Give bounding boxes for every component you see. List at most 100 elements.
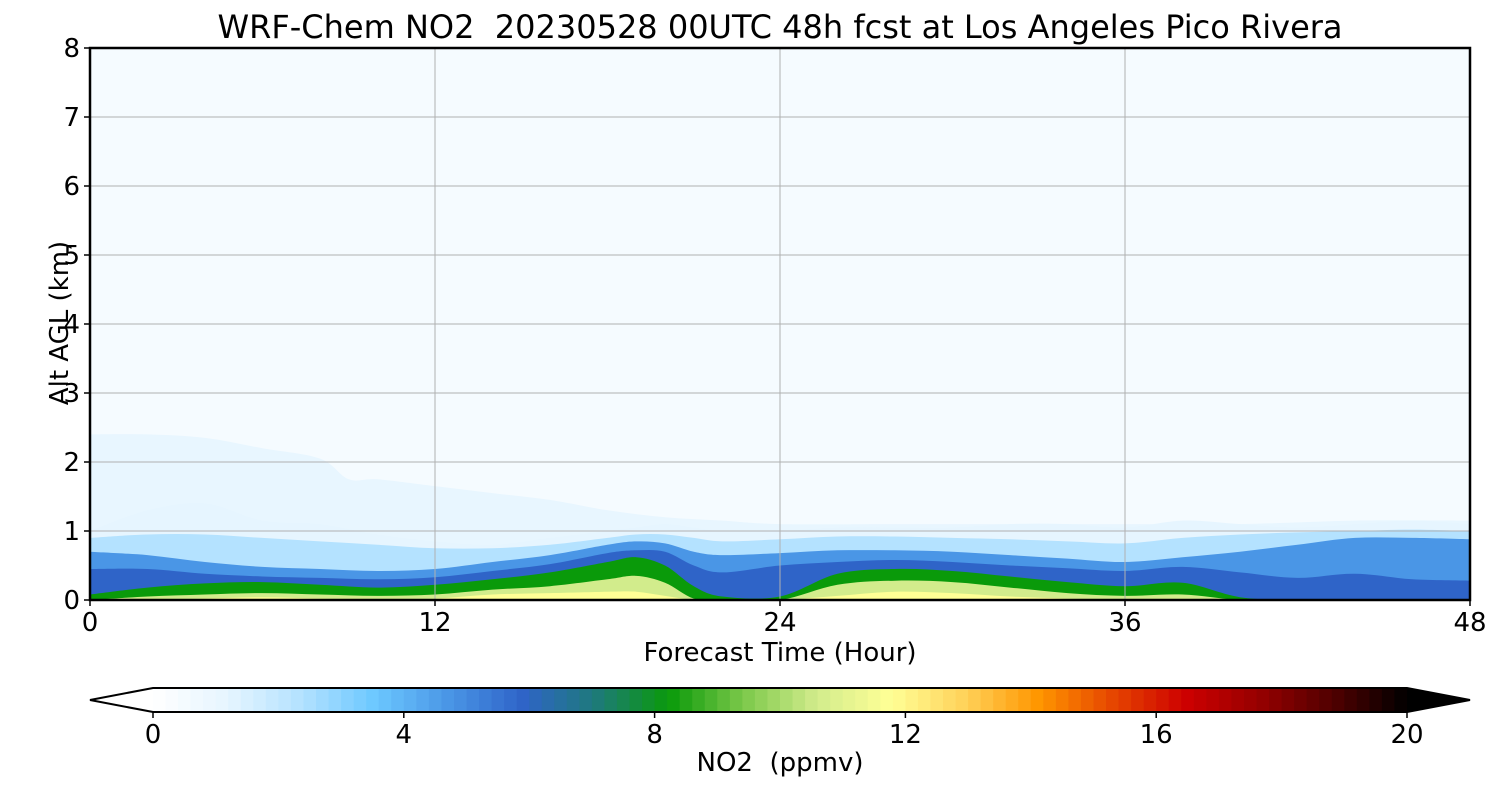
colorbar-segment [391, 688, 405, 712]
colorbar-segment [165, 688, 179, 712]
colorbar-segment [1018, 688, 1032, 712]
colorbar-segment [1043, 688, 1057, 712]
colorbar-segment [316, 688, 330, 712]
colorbar-segment [1369, 688, 1383, 712]
colorbar-segment [479, 688, 493, 712]
colorbar-segment [504, 688, 518, 712]
y-tick-label: 7 [63, 103, 80, 133]
colorbar-segment [591, 688, 606, 712]
y-tick-label: 2 [63, 448, 80, 478]
colorbar-segment [604, 688, 618, 712]
x-tick-label: 24 [763, 608, 796, 638]
colorbar-segment [654, 688, 668, 712]
colorbar-segment [1331, 688, 1345, 712]
colorbar-segment [541, 688, 555, 712]
colorbar-segment [993, 688, 1007, 712]
colorbar-segment [1156, 688, 1170, 712]
colorbar-segment [1269, 688, 1283, 712]
colorbar-segment [1093, 688, 1107, 712]
colorbar-segment [1068, 688, 1082, 712]
contour-band-level-9 [90, 575, 1470, 600]
colorbar-segment [805, 688, 819, 712]
y-tick-label: 8 [63, 34, 80, 64]
colorbar-segment [855, 688, 869, 712]
colorbar-segment [930, 688, 944, 712]
colorbar-segment [880, 688, 894, 712]
y-tick-label: 3 [63, 379, 80, 409]
x-axis-ticks: 0 12 24 36 48 [82, 600, 1487, 638]
y-tick-label: 0 [63, 586, 80, 616]
colorbar-segment [1118, 688, 1132, 712]
colorbar-segment [1256, 688, 1270, 712]
colorbar-segment [1319, 688, 1333, 712]
colorbar-segment [1231, 688, 1245, 712]
x-tick-label: 0 [82, 608, 99, 638]
colorbar-tick-label: 0 [145, 720, 162, 750]
colorbar-min-extend [90, 688, 153, 712]
colorbar-label: NO2 (ppmv) [696, 748, 864, 778]
colorbar-segment [203, 688, 217, 712]
colorbar-segment [579, 688, 593, 712]
colorbar-segment [780, 688, 794, 712]
colorbar-segment [366, 688, 380, 712]
colorbar-segment [353, 688, 367, 712]
colorbar-segment [1294, 688, 1308, 712]
colorbar-segment [905, 688, 919, 712]
colorbar-segment [667, 688, 681, 712]
colorbar-segment [1344, 688, 1358, 712]
colorbar-segment [1193, 688, 1207, 712]
colorbar-segment [190, 688, 204, 712]
colorbar-segment [980, 688, 994, 712]
colorbar-segment [742, 688, 756, 712]
colorbar-segment [1055, 688, 1070, 712]
colorbar-tick-label: 8 [646, 720, 663, 750]
colorbar-segment [529, 688, 543, 712]
colorbar-tick-label: 12 [889, 720, 922, 750]
colorbar-segment [1080, 688, 1095, 712]
colorbar-segment [178, 688, 192, 712]
colorbar-segment [968, 688, 982, 712]
colorbar [89, 687, 1471, 713]
colorbar-tick-label: 4 [396, 720, 413, 750]
colorbar-tick-label: 16 [1140, 720, 1173, 750]
colorbar-segment [629, 688, 643, 712]
y-tick-label: 6 [63, 172, 80, 202]
colorbar-segment [265, 688, 279, 712]
colorbar-segment [153, 688, 167, 712]
colorbar-segment [215, 688, 229, 712]
colorbar-segment [1381, 688, 1396, 712]
colorbar-segment [955, 688, 969, 712]
colorbar-segment [1005, 688, 1019, 712]
colorbar-segment [378, 688, 392, 712]
colorbar-segment [416, 688, 430, 712]
x-axis-label: Forecast Time (Hour) [643, 638, 917, 668]
colorbar-segment [692, 688, 706, 712]
colorbar-segment [1106, 688, 1120, 712]
colorbar-segment [1030, 688, 1044, 712]
colorbar-segment [554, 688, 568, 712]
colorbar-segment [491, 688, 505, 712]
colorbar-segment [704, 688, 718, 712]
y-tick-label: 4 [63, 310, 80, 340]
colorbar-segment [303, 688, 317, 712]
colorbar-segment [792, 688, 806, 712]
colorbar-segment [1131, 688, 1145, 712]
colorbar-segment [1206, 688, 1220, 712]
colorbar-segment [341, 688, 355, 712]
colorbar-segment [466, 688, 480, 712]
colorbar-segment [1394, 688, 1408, 712]
colorbar-segment [1356, 688, 1370, 712]
colorbar-segment [441, 688, 455, 712]
colorbar-segment [943, 688, 957, 712]
colorbar-segment [1281, 688, 1295, 712]
y-tick-label: 1 [63, 517, 80, 547]
colorbar-segment [1218, 688, 1233, 712]
colorbar-segment [228, 688, 242, 712]
colorbar-segment [403, 688, 417, 712]
colorbar-segment [729, 688, 743, 712]
colorbar-segment [892, 688, 906, 712]
colorbar-segment [290, 688, 305, 712]
colorbar-ticks: 0 4 8 12 16 20 [145, 712, 1424, 750]
colorbar-segment [428, 688, 443, 712]
